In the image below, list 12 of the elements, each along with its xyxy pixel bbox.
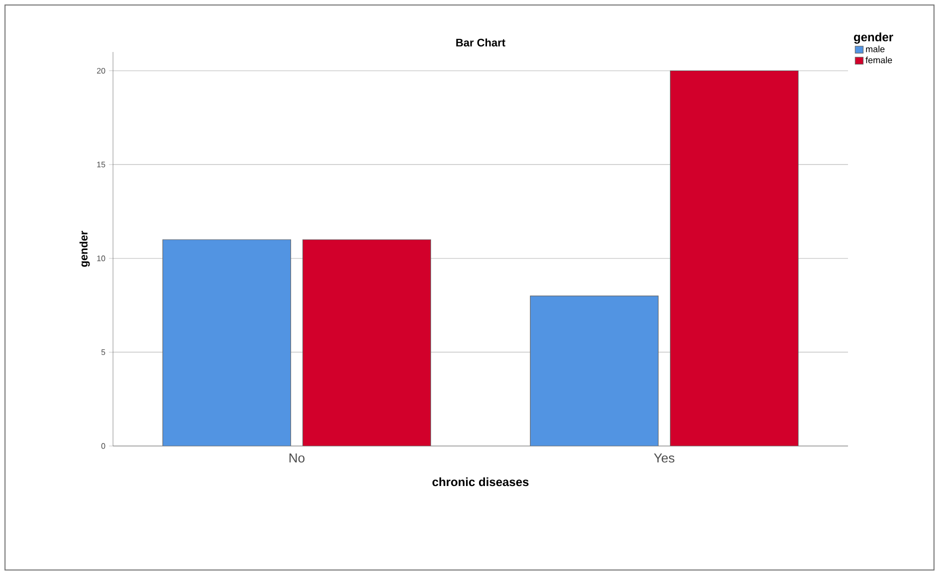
legend-title: gender	[854, 32, 894, 44]
bar	[670, 70, 799, 446]
x-tick-label: No	[290, 454, 304, 463]
bar	[162, 240, 291, 446]
y-axis-title: gender	[80, 230, 90, 267]
bar	[530, 296, 659, 446]
bar	[302, 240, 431, 446]
x-axis-title: chronic diseases	[432, 477, 529, 486]
x-tick-label: Yes	[654, 454, 674, 463]
legend-label: male	[866, 46, 885, 52]
legend-label: female	[866, 56, 892, 64]
chart-title: Bar Chart	[456, 38, 506, 46]
